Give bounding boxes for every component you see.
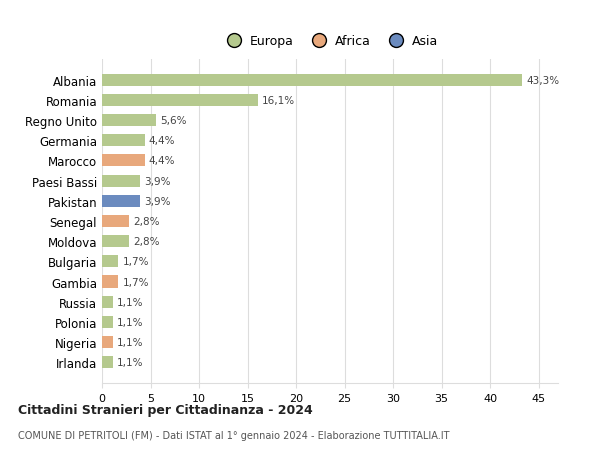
Text: 1,7%: 1,7% xyxy=(122,277,149,287)
Bar xyxy=(102,256,118,268)
Bar xyxy=(102,115,157,127)
Text: COMUNE DI PETRITOLI (FM) - Dati ISTAT al 1° gennaio 2024 - Elaborazione TUTTITAL: COMUNE DI PETRITOLI (FM) - Dati ISTAT al… xyxy=(18,431,449,440)
Bar xyxy=(102,155,145,167)
Bar xyxy=(102,74,522,86)
Bar xyxy=(102,215,129,228)
Text: 4,4%: 4,4% xyxy=(149,136,175,146)
Text: Cittadini Stranieri per Cittadinanza - 2024: Cittadini Stranieri per Cittadinanza - 2… xyxy=(18,403,313,416)
Text: 1,1%: 1,1% xyxy=(116,337,143,347)
Bar xyxy=(102,296,113,308)
Text: 2,8%: 2,8% xyxy=(133,237,160,246)
Bar xyxy=(102,316,113,328)
Bar xyxy=(102,336,113,348)
Bar xyxy=(102,195,140,207)
Text: 3,9%: 3,9% xyxy=(144,176,170,186)
Text: 1,7%: 1,7% xyxy=(122,257,149,267)
Bar xyxy=(102,235,129,248)
Text: 4,4%: 4,4% xyxy=(149,156,175,166)
Text: 43,3%: 43,3% xyxy=(526,75,559,85)
Legend: Europa, Africa, Asia: Europa, Africa, Asia xyxy=(217,30,443,53)
Bar xyxy=(102,276,118,288)
Bar xyxy=(102,135,145,147)
Bar xyxy=(102,95,258,106)
Text: 1,1%: 1,1% xyxy=(116,297,143,307)
Bar xyxy=(102,357,113,369)
Bar xyxy=(102,175,140,187)
Text: 3,9%: 3,9% xyxy=(144,196,170,206)
Text: 1,1%: 1,1% xyxy=(116,358,143,368)
Text: 5,6%: 5,6% xyxy=(160,116,187,126)
Text: 2,8%: 2,8% xyxy=(133,217,160,226)
Text: 1,1%: 1,1% xyxy=(116,317,143,327)
Text: 16,1%: 16,1% xyxy=(262,95,295,106)
